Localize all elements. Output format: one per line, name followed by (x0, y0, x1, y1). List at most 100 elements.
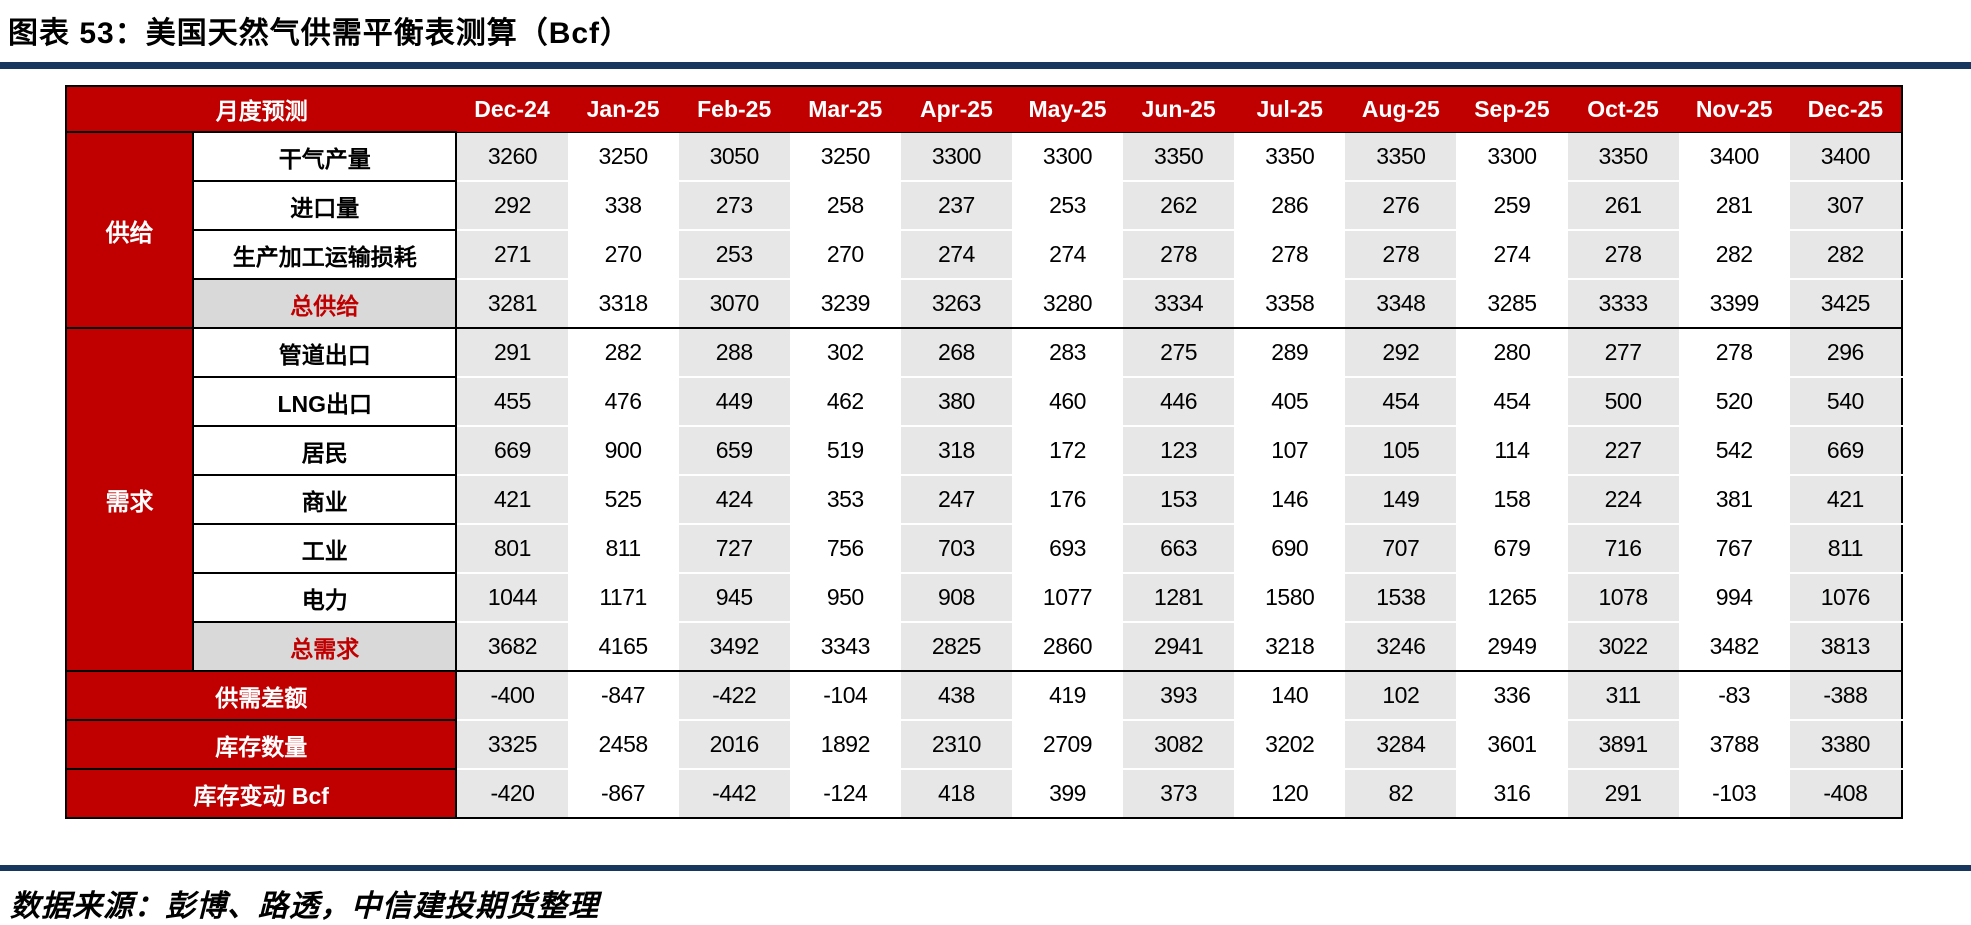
data-cell: 3399 (1678, 279, 1790, 329)
data-cell: 3425 (1789, 279, 1902, 329)
data-cell: 381 (1678, 475, 1790, 525)
data-cell: 3400 (1678, 132, 1790, 182)
data-cell: 270 (567, 230, 679, 280)
data-cell: 900 (567, 426, 679, 476)
data-cell: 259 (1456, 181, 1568, 231)
data-cell: 716 (1567, 524, 1679, 574)
month-header-cell: Jan-25 (567, 86, 679, 133)
data-cell: 2709 (1011, 720, 1124, 770)
data-cell: 261 (1567, 181, 1679, 231)
table-row: 总需求 3682 4165 3492 3343 2825 2860 2941 3218 3246 2… (66, 621, 1902, 672)
data-cell: 405 (1234, 377, 1346, 427)
data-cell: 438 (900, 671, 1012, 721)
data-cell: 3813 (1789, 622, 1902, 672)
data-cell: -867 (567, 769, 679, 819)
data-cell: 767 (1678, 524, 1790, 574)
data-cell: 679 (1456, 524, 1568, 574)
table-row: 需求 管道出口 291 282 288 302 268 283 275 289 292 280 277 2… (64, 327, 1902, 672)
month-header-cell: Nov-25 (1678, 86, 1790, 133)
data-cell: 123 (1123, 426, 1235, 476)
month-header-cell: Feb-25 (678, 86, 790, 133)
data-cell: 2860 (1011, 622, 1124, 672)
data-cell: 542 (1678, 426, 1790, 476)
data-cell: 289 (1234, 328, 1346, 378)
data-cell: 3284 (1345, 720, 1457, 770)
title-divider (0, 62, 1971, 69)
table-row: 居民 669 900 659 519 318 172 123 107 105 114 227 542 66… (66, 425, 1902, 476)
data-cell: 446 (1123, 377, 1235, 427)
data-cell: -420 (456, 769, 568, 819)
data-cell: 3333 (1567, 279, 1679, 329)
data-cell: -124 (789, 769, 901, 819)
data-cell: 2949 (1456, 622, 1568, 672)
data-cell: 3350 (1123, 132, 1235, 182)
data-cell: 540 (1789, 377, 1902, 427)
balance-table: 月度预测 Dec-24 Jan-25 Feb-25 Mar-25 Apr-25 May-2… (64, 85, 1903, 819)
data-cell: 945 (678, 573, 790, 623)
data-cell: 149 (1345, 475, 1457, 525)
data-cell: 3070 (678, 279, 790, 329)
data-cell: 476 (567, 377, 679, 427)
data-cell: 120 (1234, 769, 1346, 819)
data-cell: 146 (1234, 475, 1346, 525)
data-cell: 278 (1234, 230, 1346, 280)
table-header-row: 月度预测 Dec-24 Jan-25 Feb-25 Mar-25 Apr-25 May-2… (66, 86, 1902, 133)
data-cell: 3239 (789, 279, 901, 329)
data-cell: 140 (1234, 671, 1346, 721)
data-cell: 3300 (900, 132, 1012, 182)
data-cell: -104 (789, 671, 901, 721)
data-cell: 2310 (900, 720, 1012, 770)
data-cell: 3601 (1456, 720, 1568, 770)
data-cell: 176 (1011, 475, 1124, 525)
table-row: 库存变动 Bcf -420 -867 -442 -124 418 399 373 120 82 31… (64, 768, 1902, 819)
table-body: 供给 干气产量 3260 3250 3050 3250 3300 3300 3350 3350 33… (64, 131, 1902, 819)
data-cell: 336 (1456, 671, 1568, 721)
data-cell: 3348 (1345, 279, 1457, 329)
data-cell: -103 (1678, 769, 1790, 819)
table-row: 商业 421 525 424 353 247 176 153 146 149 158 224 381 42… (66, 474, 1902, 525)
figure-title: 图表 53：美国天然气供需平衡表测算（Bcf） (8, 17, 632, 50)
data-cell: 3343 (789, 622, 901, 672)
data-cell: 280 (1456, 328, 1568, 378)
data-cell: -847 (567, 671, 679, 721)
data-cell: 291 (1567, 769, 1679, 819)
row-label: LNG出口 (192, 376, 458, 427)
data-cell: 102 (1345, 671, 1457, 721)
table-row: 生产加工运输损耗 271 270 253 270 274 274 278 278 278 274 27… (66, 229, 1902, 280)
data-cell: 3280 (1011, 279, 1124, 329)
data-cell: 707 (1345, 524, 1457, 574)
data-cell: 237 (900, 181, 1012, 231)
data-cell: 908 (900, 573, 1012, 623)
data-cell: -83 (1678, 671, 1790, 721)
report-figure-page: 图表 53：美国天然气供需平衡表测算（Bcf） 月度预测 Dec-24 Jan-2… (0, 17, 1971, 923)
data-cell: 338 (567, 181, 679, 231)
data-cell: 3250 (567, 132, 679, 182)
data-cell: 3318 (567, 279, 679, 329)
group-label: 需求 (64, 327, 195, 672)
data-cell: 288 (678, 328, 790, 378)
data-cell: 3263 (900, 279, 1012, 329)
data-cell: 307 (1789, 181, 1902, 231)
data-cell: 462 (789, 377, 901, 427)
data-cell: 3281 (456, 279, 568, 329)
data-cell: 663 (1123, 524, 1235, 574)
table-row: 进口量 292 338 273 258 237 253 262 286 276 259 261 281 3… (66, 180, 1902, 231)
month-header-cell: Oct-25 (1567, 86, 1679, 133)
data-cell: 3246 (1345, 622, 1457, 672)
row-label: 居民 (192, 425, 458, 476)
data-cell: 659 (678, 426, 790, 476)
row-label: 电力 (192, 572, 458, 623)
data-cell: 419 (1011, 671, 1124, 721)
data-cell: 172 (1011, 426, 1124, 476)
data-cell: 418 (900, 769, 1012, 819)
data-cell: 1077 (1011, 573, 1124, 623)
data-cell: 1171 (567, 573, 679, 623)
data-cell: 268 (900, 328, 1012, 378)
data-cell: 107 (1234, 426, 1346, 476)
data-cell: 3788 (1678, 720, 1790, 770)
month-header-cell: Jul-25 (1234, 86, 1346, 133)
footer-divider (0, 865, 1971, 871)
data-cell: 227 (1567, 426, 1679, 476)
row-label: 管道出口 (192, 327, 458, 378)
data-cell: 454 (1345, 377, 1457, 427)
